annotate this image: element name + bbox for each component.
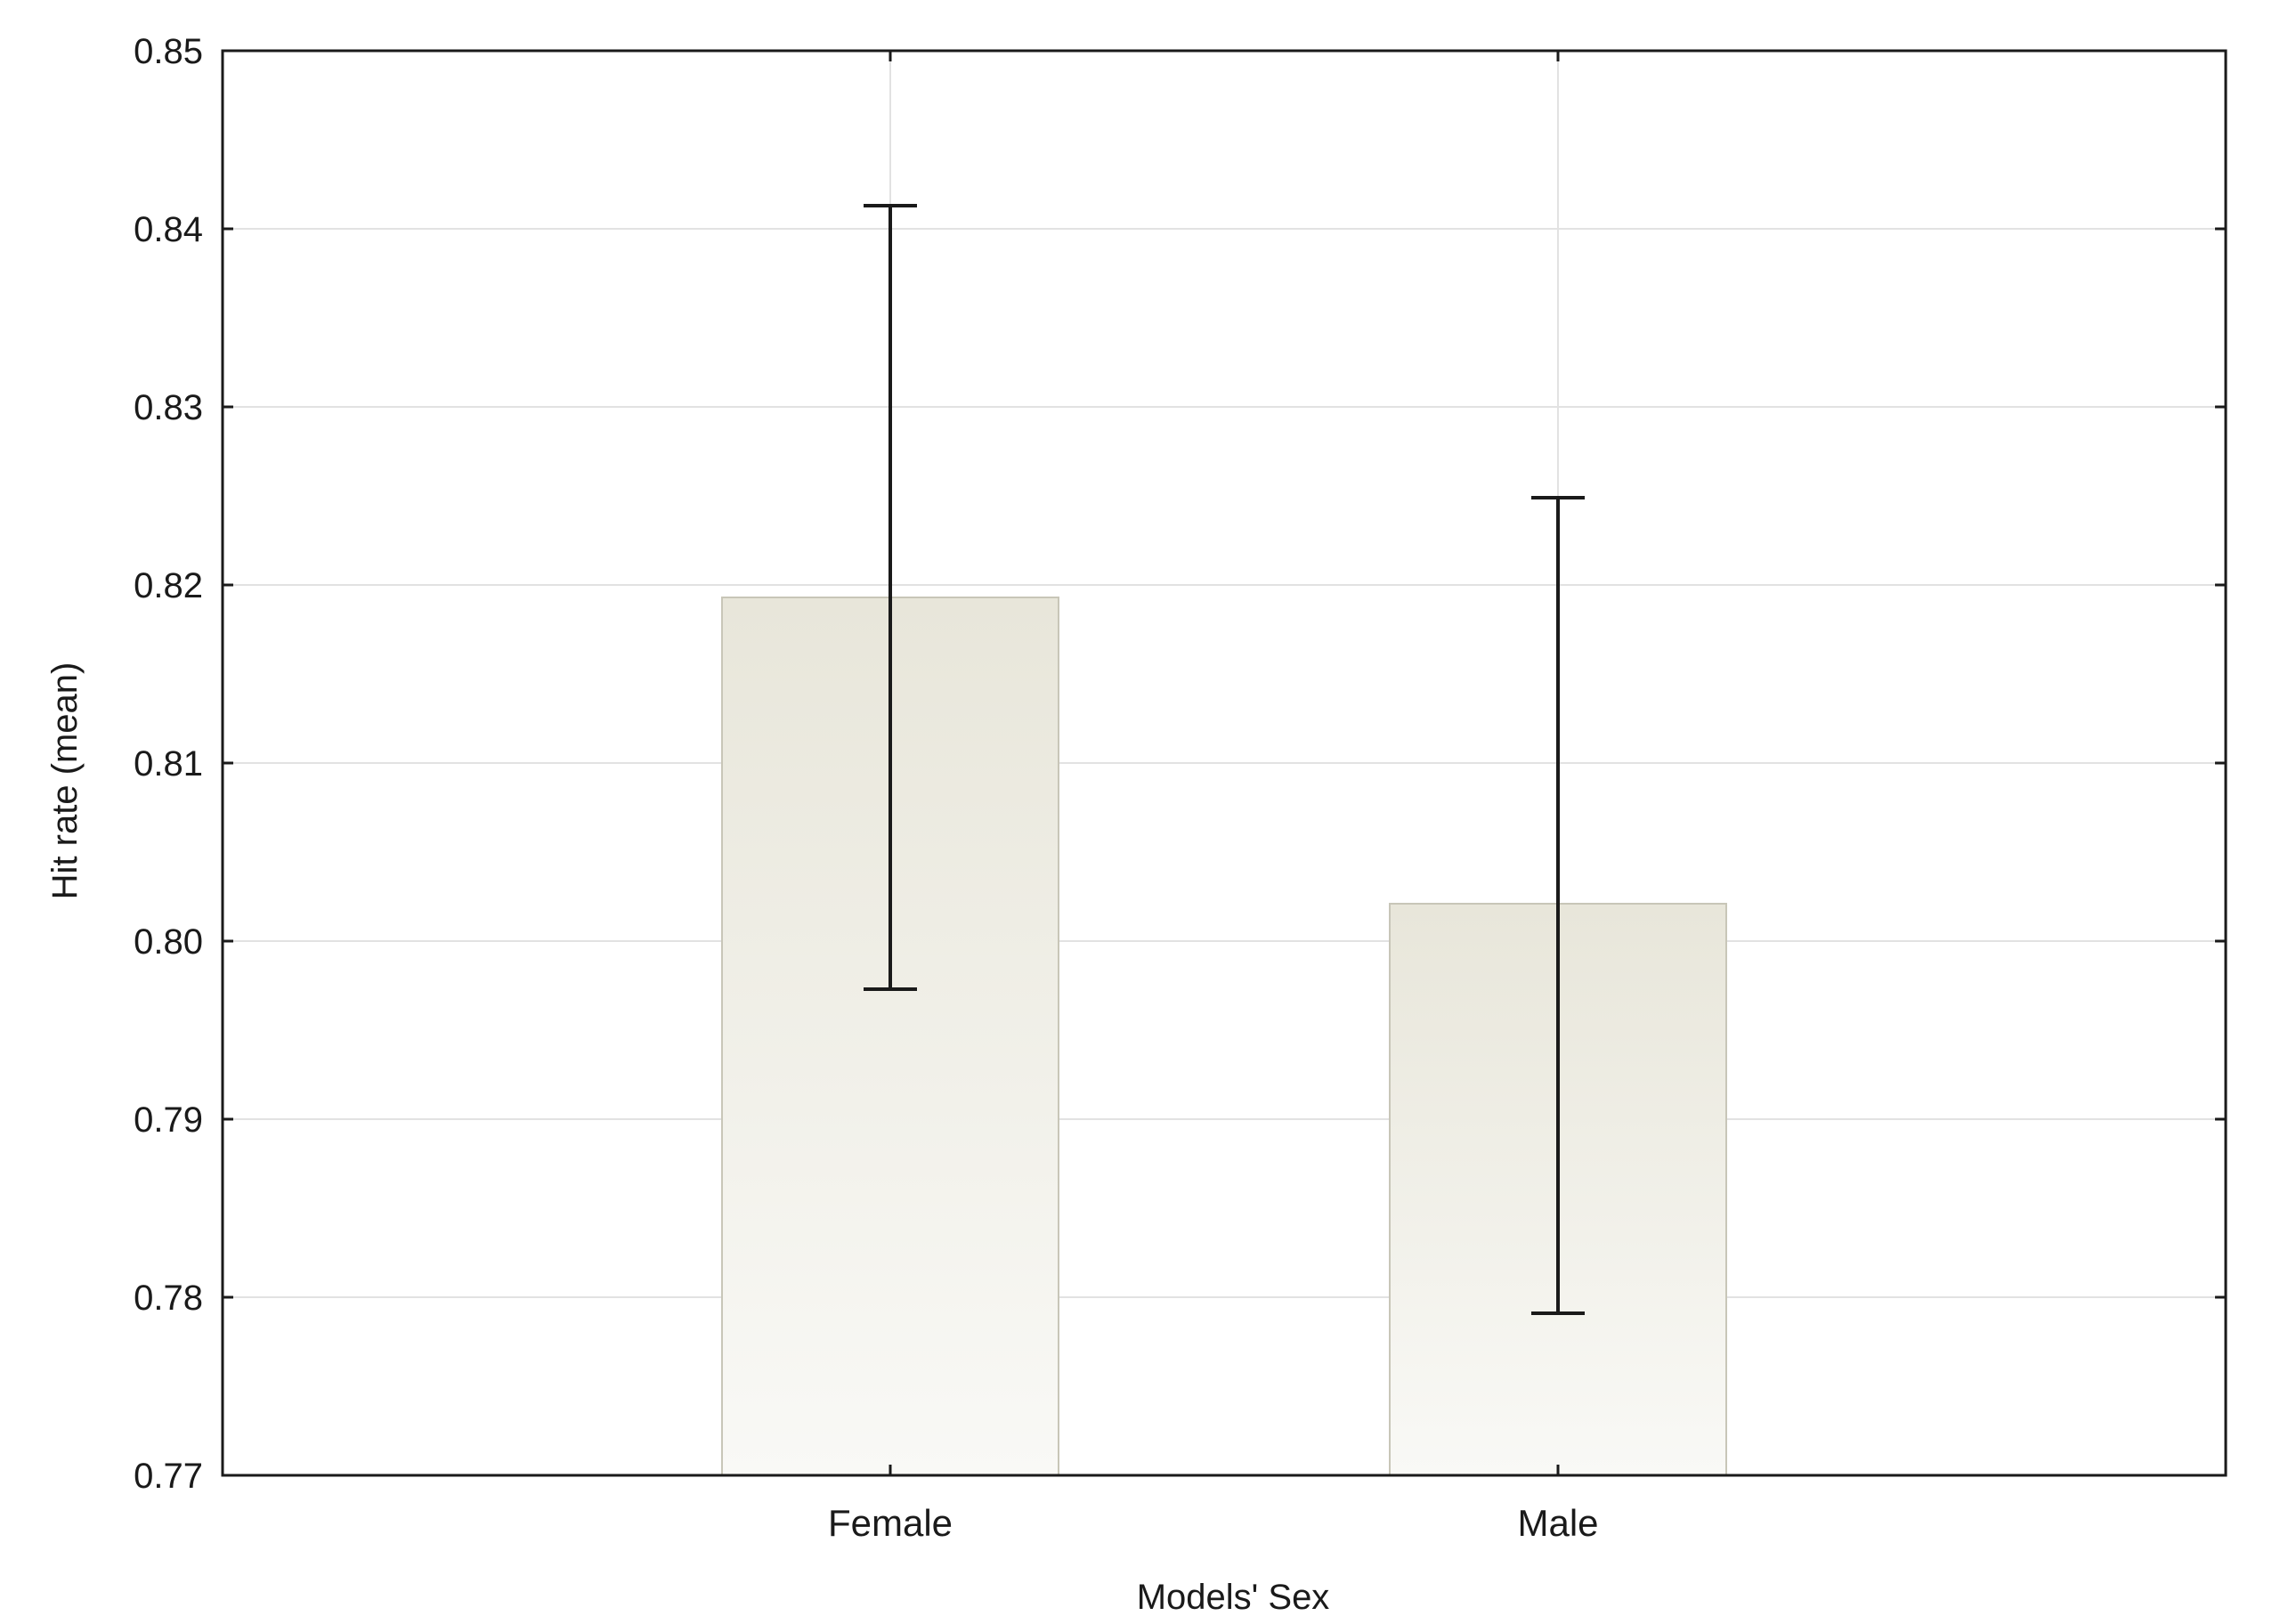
y-tick-label: 0.79 [134, 1100, 203, 1140]
y-tick-label: 0.84 [134, 210, 203, 249]
y-tick-label: 0.80 [134, 922, 203, 962]
x-axis-label: Models' Sex [1137, 1578, 1330, 1617]
error-bars [864, 204, 1585, 1315]
error-bar-male [1531, 496, 1585, 1315]
grid-lines [223, 51, 2226, 1475]
y-tick-label: 0.85 [134, 32, 203, 71]
y-axis-label: Hit rate (mean) [45, 662, 85, 900]
bars [721, 597, 1727, 1476]
tick-labels: 0.85 0.84 0.83 0.82 0.81 0.80 0.79 0.78 0.77 Fema… [134, 32, 1598, 1544]
y-tick-label: 0.81 [134, 744, 203, 784]
x-category-label: Female [828, 1502, 953, 1544]
x-category-label: Male [1517, 1502, 1598, 1544]
y-tick-label: 0.83 [134, 388, 203, 427]
y-tick-label: 0.82 [134, 566, 203, 605]
axis-ticks [223, 49, 2226, 1477]
y-tick-label: 0.77 [134, 1457, 203, 1496]
y-tick-label: 0.78 [134, 1279, 203, 1318]
error-bar-female [864, 204, 917, 991]
